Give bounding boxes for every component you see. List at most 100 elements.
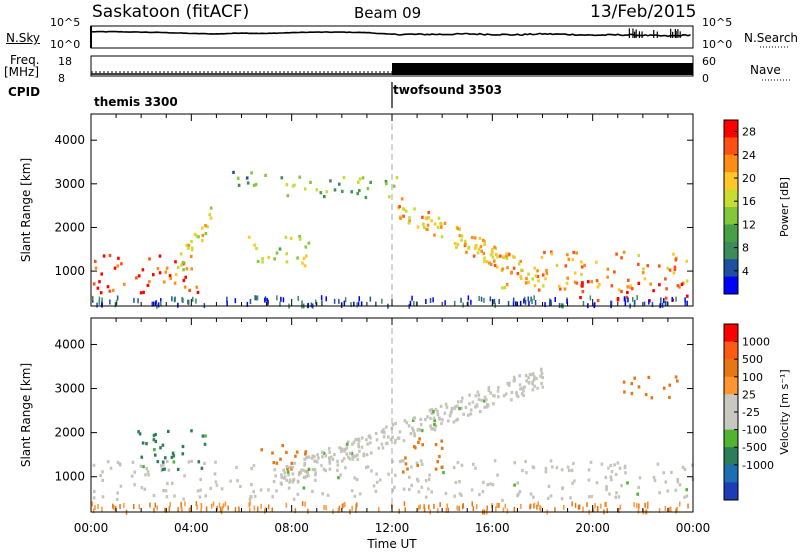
- scatter-cell: [209, 486, 212, 490]
- scatter-cell: [165, 266, 169, 270]
- scatter-cell: [413, 207, 416, 211]
- scatter-cell: [531, 382, 535, 386]
- scatter-cell: [438, 454, 441, 459]
- colorbar-cell: [724, 412, 738, 431]
- noise-cell: [578, 504, 581, 510]
- scatter-cell: [342, 176, 346, 180]
- scatter-cell: [139, 464, 143, 468]
- colorbar-tick-label: 24: [742, 149, 756, 162]
- scatter-cell: [141, 268, 145, 272]
- noise-cell: [351, 505, 353, 511]
- scatter-cell: [613, 270, 616, 274]
- scatter-cell: [204, 224, 207, 228]
- scatter-cell: [271, 495, 274, 499]
- scatter-cell: [638, 476, 642, 480]
- scatter-cell: [631, 287, 634, 291]
- noise-cell: [360, 301, 363, 307]
- scatter-cell: [489, 482, 492, 486]
- scatter-cell: [304, 469, 307, 473]
- scatter-cell: [646, 264, 650, 268]
- scatter-cell: [392, 184, 396, 188]
- scatter-cell: [581, 281, 584, 285]
- noise-cell: [94, 505, 96, 511]
- colorbar-tick-label: -25: [742, 406, 760, 419]
- scatter-cell: [512, 266, 516, 270]
- scatter-cell: [174, 273, 178, 277]
- scatter-cell: [273, 257, 276, 261]
- scatter-cell: [162, 489, 165, 493]
- noise-cell: [188, 507, 191, 513]
- scatter-cell: [382, 435, 386, 439]
- scatter-cell: [336, 459, 339, 463]
- scatter-cell: [461, 396, 464, 400]
- scatter-cell: [357, 439, 361, 443]
- scatter-cell: [331, 457, 335, 461]
- scatter-cell: [315, 188, 319, 192]
- scatter-cell: [472, 254, 476, 258]
- scatter-cell: [430, 411, 433, 415]
- scatter-cell: [673, 265, 677, 269]
- noise-cell: [619, 504, 622, 510]
- scatter-cell: [475, 404, 479, 408]
- scatter-cell: [534, 274, 538, 278]
- scatter-cell: [572, 461, 575, 465]
- scatter-cell: [382, 428, 385, 432]
- scatter-cell: [570, 468, 574, 473]
- scatter-cell: [316, 453, 319, 457]
- noise-cell: [279, 301, 281, 307]
- scatter-cell: [487, 386, 491, 390]
- noise-cell: [177, 507, 179, 513]
- scatter-cell: [527, 272, 530, 276]
- scatter-cell: [641, 271, 645, 275]
- colorbar-tick-label: -1000: [742, 459, 774, 472]
- scatter-cell: [489, 262, 493, 267]
- cpid-mode-1: themis 3300: [94, 95, 178, 109]
- scatter-cell: [643, 277, 647, 281]
- noise-cell: [537, 501, 539, 507]
- noise-cell: [101, 302, 103, 308]
- noise-cell: [676, 507, 678, 513]
- noise-cell: [480, 296, 483, 302]
- scatter-cell: [413, 445, 416, 449]
- scatter-cell: [284, 235, 288, 239]
- noise-cell: [684, 301, 686, 306]
- noise-cell: [187, 299, 189, 305]
- noise-cell: [684, 297, 686, 303]
- noise-cell: [297, 295, 299, 301]
- scatter-cell: [433, 419, 436, 423]
- noise-cell: [632, 296, 634, 302]
- scatter-cell: [239, 484, 242, 489]
- scatter-cell: [396, 436, 400, 440]
- noise-cell: [325, 505, 327, 511]
- scatter-cell: [515, 393, 519, 397]
- colorbar-cell: [724, 464, 738, 483]
- scatter-cell: [569, 496, 572, 500]
- scatter-cell: [116, 460, 120, 464]
- scatter-cell: [483, 395, 487, 399]
- noise-cell: [338, 298, 340, 304]
- scatter-cell: [447, 419, 450, 423]
- scatter-cell: [272, 461, 276, 465]
- scatter-cell: [483, 399, 486, 403]
- scatter-cell: [314, 478, 317, 482]
- scatter-cell: [433, 233, 436, 237]
- scatter-cell: [533, 284, 537, 288]
- scatter-cell: [416, 428, 420, 432]
- colorbar-tick-label: 20: [742, 172, 756, 185]
- scatter-cell: [541, 376, 544, 380]
- scatter-cell: [417, 440, 420, 444]
- scatter-cell: [195, 285, 199, 289]
- scatter-cell: [100, 272, 103, 276]
- scatter-cell: [179, 252, 183, 256]
- scatter-cell: [442, 471, 445, 475]
- noise-cell: [660, 297, 662, 303]
- scatter-cell: [658, 491, 661, 495]
- scatter-cell: [152, 434, 156, 438]
- scatter-cell: [94, 266, 98, 270]
- scatter-cell: [407, 424, 411, 428]
- scatter-cell: [253, 494, 257, 498]
- scatter-cell: [292, 477, 296, 481]
- scatter-cell: [375, 480, 379, 484]
- scatter-cell: [345, 452, 348, 456]
- noise-cell: [181, 296, 183, 302]
